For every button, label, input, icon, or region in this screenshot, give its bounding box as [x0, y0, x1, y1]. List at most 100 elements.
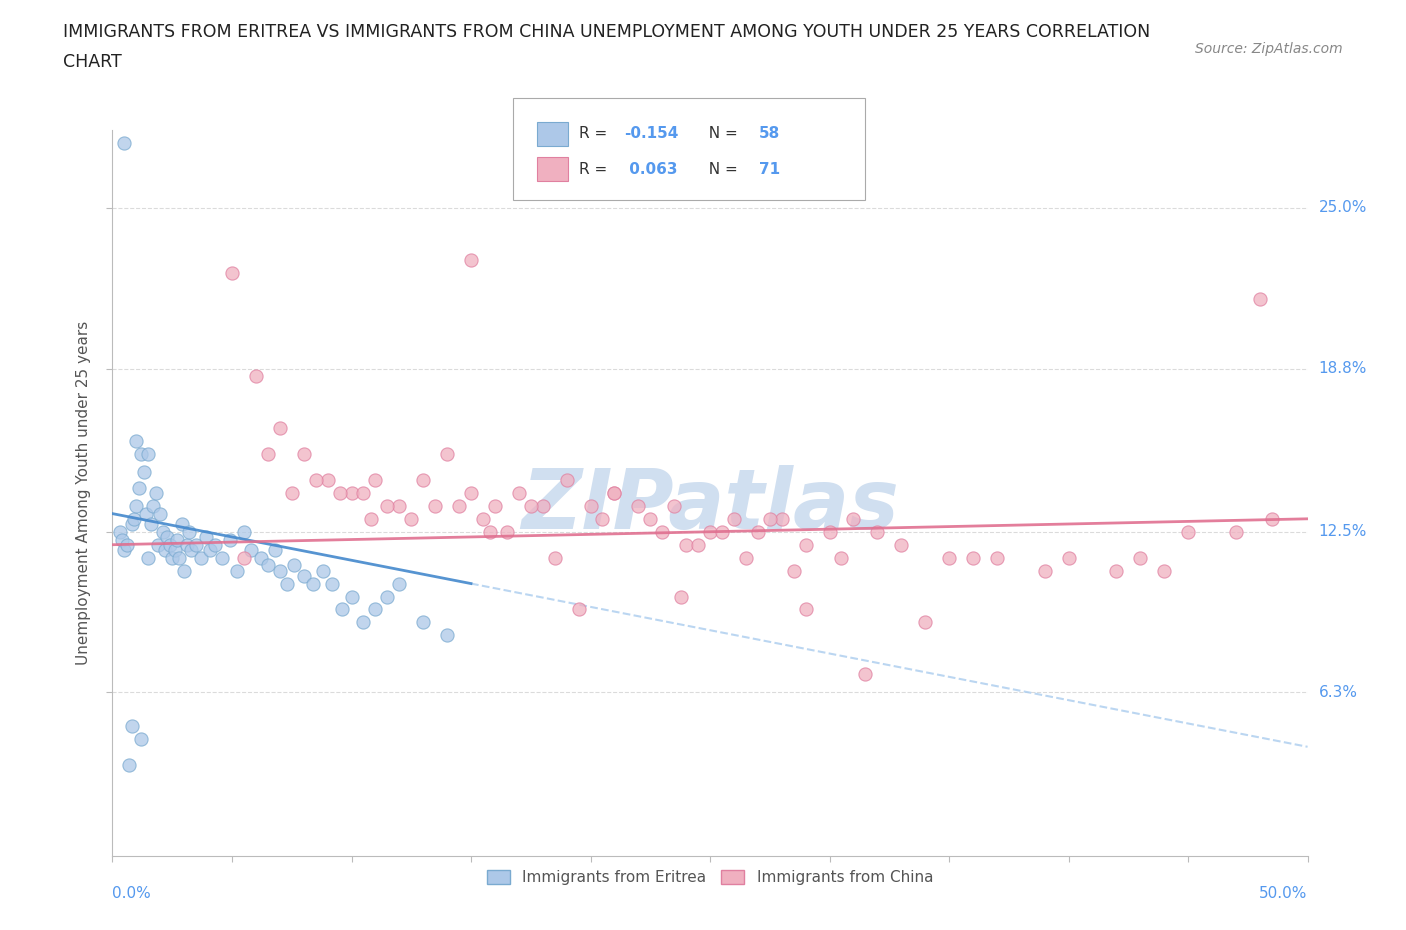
Point — [121, 516, 143, 531]
Point — [292, 568, 315, 583]
Point — [364, 602, 387, 617]
Point — [890, 538, 912, 552]
Point — [1129, 551, 1152, 565]
Point — [321, 577, 343, 591]
Point — [603, 485, 626, 500]
Point — [579, 498, 602, 513]
Point — [166, 532, 188, 547]
Point — [818, 525, 841, 539]
Text: 25.0%: 25.0% — [1319, 201, 1367, 216]
Point — [460, 252, 482, 267]
Point — [711, 525, 734, 539]
Point — [688, 538, 710, 552]
Point — [914, 615, 936, 630]
Point — [177, 525, 200, 539]
Point — [401, 512, 423, 526]
Text: N =: N = — [699, 162, 742, 177]
Text: 12.5%: 12.5% — [1319, 525, 1367, 539]
Point — [353, 485, 375, 500]
Legend: Immigrants from Eritrea, Immigrants from China: Immigrants from Eritrea, Immigrants from… — [481, 864, 939, 892]
Point — [200, 542, 222, 557]
Point — [1033, 564, 1056, 578]
Point — [412, 472, 434, 487]
Text: CHART: CHART — [63, 53, 122, 71]
Point — [114, 542, 135, 557]
Text: 0.063: 0.063 — [624, 162, 678, 177]
Point — [1261, 512, 1284, 526]
Point — [436, 628, 458, 643]
Point — [129, 446, 152, 461]
Point — [460, 485, 482, 500]
Point — [377, 498, 399, 513]
Point — [269, 420, 291, 435]
Point — [111, 532, 134, 547]
Text: 50.0%: 50.0% — [1260, 886, 1308, 901]
Point — [269, 564, 291, 578]
Text: ZIPatlas: ZIPatlas — [522, 465, 898, 546]
Point — [866, 525, 889, 539]
Point — [568, 602, 591, 617]
Point — [353, 615, 375, 630]
Point — [176, 538, 198, 552]
Point — [531, 498, 554, 513]
Point — [1153, 564, 1175, 578]
Point — [152, 525, 174, 539]
Point — [264, 542, 287, 557]
Point — [759, 512, 782, 526]
Point — [156, 529, 179, 544]
Point — [221, 265, 243, 280]
Text: IMMIGRANTS FROM ERITREA VS IMMIGRANTS FROM CHINA UNEMPLOYMENT AMONG YOUTH UNDER : IMMIGRANTS FROM ERITREA VS IMMIGRANTS FR… — [63, 23, 1150, 41]
Point — [240, 542, 263, 557]
Point — [142, 498, 165, 513]
Point — [316, 472, 339, 487]
Point — [145, 485, 167, 500]
Point — [283, 558, 305, 573]
Point — [770, 512, 793, 526]
Text: 6.3%: 6.3% — [1319, 684, 1358, 700]
Point — [115, 538, 138, 552]
Point — [484, 498, 506, 513]
Point — [1249, 291, 1271, 306]
Point — [472, 512, 495, 526]
Point — [292, 446, 315, 461]
Point — [132, 465, 155, 480]
Point — [302, 577, 325, 591]
Point — [377, 589, 399, 604]
Point — [108, 525, 131, 539]
Point — [364, 472, 387, 487]
Point — [329, 485, 352, 500]
Point — [125, 433, 148, 448]
Point — [627, 498, 650, 513]
Point — [276, 577, 298, 591]
Point — [651, 525, 673, 539]
Point — [479, 525, 502, 539]
Y-axis label: Unemployment Among Youth under 25 years: Unemployment Among Youth under 25 years — [76, 321, 91, 665]
Point — [520, 498, 543, 513]
Point — [543, 551, 565, 565]
Point — [146, 538, 169, 552]
Point — [218, 532, 240, 547]
Point — [675, 538, 697, 552]
Point — [169, 551, 191, 565]
Point — [671, 589, 693, 604]
Point — [412, 615, 434, 630]
Point — [225, 564, 247, 578]
Point — [204, 538, 226, 552]
Point — [449, 498, 471, 513]
Point — [592, 512, 614, 526]
Point — [340, 589, 363, 604]
Text: N =: N = — [699, 126, 742, 141]
Point — [245, 369, 267, 384]
Point — [281, 485, 304, 500]
Point — [425, 498, 447, 513]
Point — [603, 485, 626, 500]
Point — [735, 551, 758, 565]
Point — [194, 529, 217, 544]
Point — [135, 506, 157, 521]
Point — [962, 551, 984, 565]
Point — [249, 551, 271, 565]
Point — [190, 551, 212, 565]
Point — [211, 551, 233, 565]
Point — [149, 506, 172, 521]
Text: R =: R = — [579, 162, 613, 177]
